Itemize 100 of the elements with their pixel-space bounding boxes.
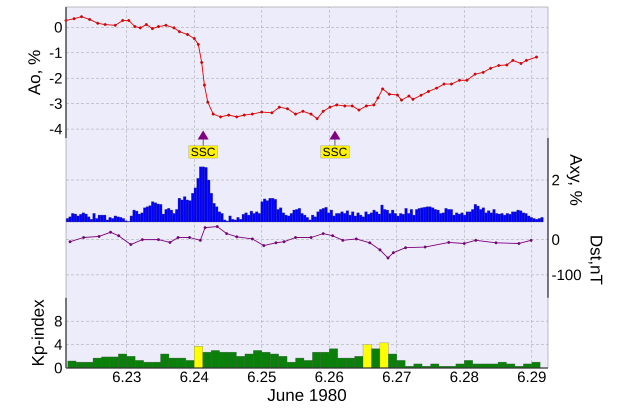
bar [186,200,189,222]
bar [215,206,218,222]
point [474,238,478,242]
bar [482,208,485,222]
bar [458,214,461,222]
bar [284,214,288,222]
bar [266,200,269,222]
y-tick-label: -100 [552,270,581,280]
bar [495,213,498,222]
bar [503,214,506,222]
bar [340,212,344,222]
bar [338,213,341,222]
bar [506,213,509,222]
bar [172,213,176,222]
bar [202,166,205,222]
bar [431,208,434,222]
bar [146,206,149,222]
point [82,236,86,239]
x-axis-title: June 1980 [268,389,346,402]
point [140,238,144,242]
bar [108,217,112,222]
bar [372,210,376,222]
y-tick-label: 4 [54,339,62,350]
bar [306,217,309,222]
point [368,241,372,244]
bar [463,214,466,222]
point [198,238,202,242]
bar [242,214,245,222]
bar [287,216,290,222]
y-tick-label: 0 [54,22,62,33]
point [216,225,219,228]
y-tick-label: -3 [50,98,62,109]
bar [444,208,448,222]
bar [466,212,469,222]
bar [92,213,96,222]
bar [111,218,114,222]
bar [519,210,522,222]
bar [351,212,354,222]
bar [516,210,520,222]
y-tick-label: 0 [552,234,560,245]
bar [236,217,240,222]
bar [524,213,528,222]
bar [76,216,80,222]
bar [535,219,538,222]
bar [74,214,77,222]
bar [79,214,82,222]
bar [474,204,477,222]
bar [370,212,373,222]
bar [434,209,437,222]
bar [122,218,125,222]
bar [346,210,349,222]
point [168,240,172,244]
x-tick-label: 6.23 [112,372,141,382]
point [378,248,382,252]
bar [119,217,122,222]
bar [170,210,173,222]
bar [476,206,480,222]
x-tick-label: 6.26 [315,372,344,382]
y-tick-label: -1 [50,48,62,58]
y-tick-label: 8 [54,316,62,326]
point [447,240,450,244]
x-tick-label: 6.27 [382,372,411,382]
bar [399,213,402,222]
annotation: SSC [323,148,347,156]
bar [303,214,306,222]
x-tick-label: 6.28 [450,372,478,382]
bar [455,212,458,222]
bar [335,213,338,222]
point [235,235,238,238]
bar [391,210,394,222]
x-tick-label: 6.29 [518,372,546,382]
bar [380,204,384,222]
bar [159,204,162,222]
point [530,238,533,242]
bar [87,216,90,222]
bar [178,198,181,222]
bar [250,210,253,222]
bar [490,212,493,222]
point [424,246,427,248]
y-axis-title: Dst,nT [588,236,602,285]
bar [436,210,440,222]
point [176,236,180,239]
bar [508,214,512,222]
bar [388,213,392,222]
bar [540,217,544,222]
bar [356,212,360,222]
bar [252,213,256,222]
bar [396,216,400,222]
bar [98,214,101,222]
bar [274,199,277,222]
bar [348,214,352,222]
bar [114,216,117,222]
bar [410,209,413,222]
y-axis-title: Axy, % [566,154,582,206]
bar [364,212,368,222]
annotation: SSC [191,148,216,156]
point [494,241,498,244]
y-axis-title: Kp-index [31,300,48,366]
bar [530,217,533,222]
bar [367,214,370,222]
